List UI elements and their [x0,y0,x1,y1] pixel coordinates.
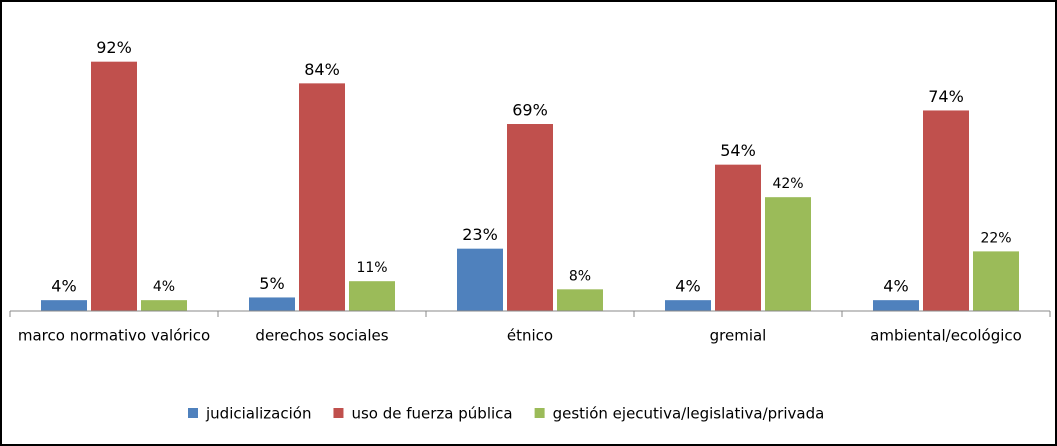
legend-swatch [534,408,545,418]
value-label: 23% [462,225,498,244]
legend-label: gestión ejecutiva/legislativa/privada [553,405,825,423]
bar [91,61,137,312]
value-label: 4% [153,279,175,295]
value-label: 4% [883,277,908,296]
bar [973,251,1019,311]
bar [715,164,761,311]
bar [249,297,295,311]
value-label: 22% [980,230,1011,246]
x-tick-label: marco normativo valórico [18,327,210,345]
bar [507,124,553,311]
value-label: 5% [259,274,284,293]
x-tick-label: derechos sociales [255,327,388,345]
bar [873,300,919,311]
legend-swatch [188,408,198,418]
bar [41,300,87,311]
bar [665,300,711,311]
value-label: 4% [675,277,700,296]
value-label: 4% [51,277,76,296]
x-tick-label: gremial [710,327,767,345]
value-label: 74% [928,87,964,106]
legend-swatch [333,408,344,418]
bar [457,248,503,311]
value-label: 84% [304,60,340,79]
value-label: 92% [96,38,132,57]
value-label: 8% [569,268,591,284]
bar [299,83,345,311]
bar [349,281,395,311]
value-label: 54% [720,141,756,160]
bar [141,300,187,311]
bar [923,110,969,312]
value-label: 69% [512,101,548,120]
bar [765,197,811,311]
legend-label: uso de fuerza pública [351,405,512,423]
legend-label: judicialización [205,405,311,423]
x-tick-label: étnico [507,327,553,345]
x-tick-label: ambiental/ecológico [870,327,1022,345]
bar [557,289,603,311]
value-label: 42% [772,176,803,192]
value-label: 11% [356,260,387,276]
